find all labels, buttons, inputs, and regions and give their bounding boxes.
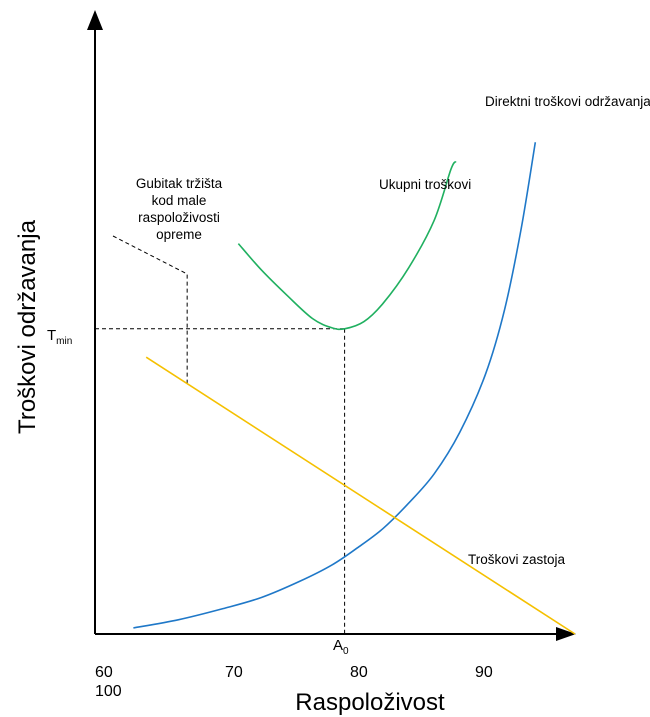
series [133,142,576,635]
x-axis-arrow [556,627,576,641]
y-marker-sub: min [56,336,72,347]
x-marker-main: A [333,637,343,654]
series-label-total: Ukupni troškovi [379,177,471,192]
series-line-downtime-costs [145,356,576,635]
y-axis-label: Troškovi održavanja [14,219,41,434]
series-label-downtime: Troškovi zastoja [468,552,566,567]
y-axis-arrow [87,10,103,30]
x-tick-label-90: 90 [475,664,493,681]
series-line-direct-costs [133,142,537,629]
x-tick-label-60: 60 [95,664,113,681]
annotation-pointer [112,235,188,384]
annotation-line-4: opreme [156,227,202,242]
annotation-line-1: Gubitak tržišta [136,176,223,191]
axes [87,10,576,641]
annotation-line-3: raspoloživosti [138,210,220,225]
x-marker-sub: 0 [343,646,349,657]
series-line-total-costs [237,160,457,331]
x-tick-label-80: 80 [350,664,368,681]
labels: Troškovi održavanja Raspoloživost Tmin A… [14,94,650,716]
x-ticks: 60 70 80 90 100 [95,664,493,700]
y-marker-label: Tmin [47,327,72,347]
x-marker-label: A0 [333,637,349,657]
series-label-direct: Direktni troškovi održavanja [485,94,650,109]
x-axis-label: Raspoloživost [295,689,445,716]
x-tick-label-70: 70 [225,664,243,681]
y-marker-main: T [47,327,56,344]
x-tick-label-100: 100 [95,683,122,700]
annotation-line-2: kod male [152,193,207,208]
guides [95,235,346,634]
